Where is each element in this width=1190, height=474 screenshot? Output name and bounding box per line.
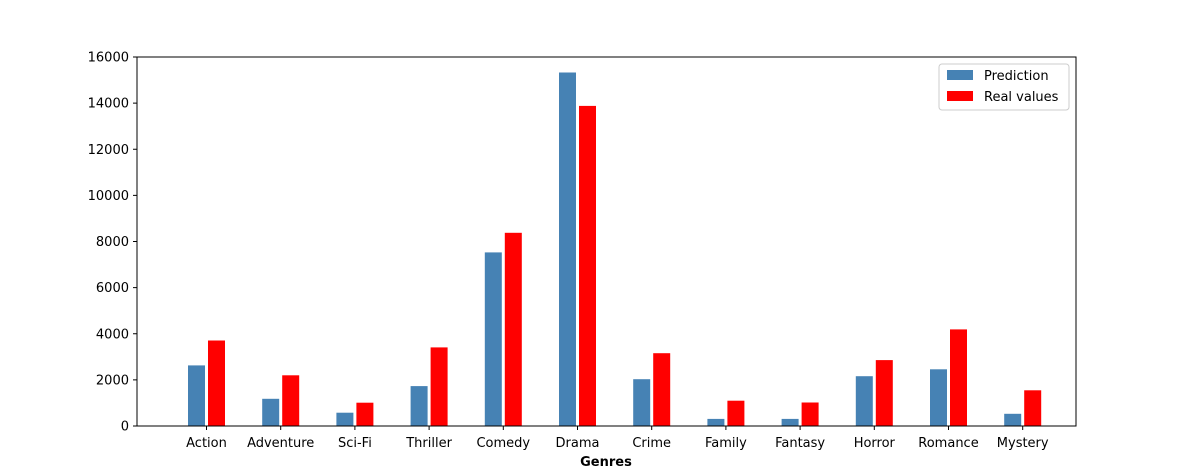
bar-real-values-comedy [503,231,523,427]
y-tick-label-2000: 2000 [96,373,129,388]
x-tick-label-drama: Drama [556,436,600,451]
bars-layer [187,71,1043,427]
x-tick-label-comedy: Comedy [476,436,530,451]
x-tick-label-romance: Romance [918,436,978,451]
bar-prediction-crime [632,378,652,427]
bar-real-values-horror [874,359,894,427]
bar-prediction-comedy [483,251,503,427]
y-axis: 0 2000 4000 6000 8000 10000 12000 14000 16000 [88,51,137,435]
x-axis: Action Adventure Sci-Fi Thriller Comedy Drama… [186,426,1049,451]
bar-prediction-adventure [261,397,281,427]
x-tick-label-fantasy: Fantasy [775,436,825,451]
legend-label-prediction: Prediction [984,69,1049,84]
bar-real-values-sci-fi [355,401,375,427]
x-tick-label-thriller: Thriller [405,436,452,451]
y-tick-label-10000: 10000 [88,189,129,204]
x-tick-label-sci-fi: Sci-Fi [338,436,372,451]
y-tick-label-0: 0 [121,420,129,435]
y-tick-label-4000: 4000 [96,327,129,342]
bar-prediction-thriller [409,385,429,427]
bar-prediction-action [187,364,206,427]
bar-real-values-fantasy [800,401,820,427]
bar-prediction-horror [854,375,874,427]
legend-swatch-prediction [947,70,973,80]
legend-label-real-values: Real values [984,90,1059,105]
bar-real-values-adventure [281,374,301,427]
legend-swatch-real-values [947,91,973,101]
bar-real-values-mystery [1023,389,1043,427]
y-tick-label-12000: 12000 [88,143,129,158]
bar-real-values-crime [652,352,672,427]
bar-prediction-sci-fi [335,411,355,427]
x-tick-label-family: Family [705,436,747,451]
bar-prediction-fantasy [780,417,800,427]
bar-prediction-mystery [1003,412,1023,427]
y-tick-label-14000: 14000 [88,97,129,112]
bar-real-values-romance [949,328,968,427]
bar-real-values-drama [578,104,597,427]
x-tick-label-adventure: Adventure [247,436,314,451]
bar-prediction-romance [929,368,948,427]
x-tick-label-crime: Crime [632,436,671,451]
bar-real-values-action [207,339,226,427]
x-tick-label-action: Action [186,436,227,451]
x-axis-title: Genres [580,455,632,470]
x-tick-label-horror: Horror [854,436,896,451]
x-tick-label-mystery: Mystery [997,436,1049,451]
y-tick-label-8000: 8000 [96,235,129,250]
bar-real-values-thriller [429,346,449,427]
y-tick-label-16000: 16000 [88,51,129,66]
y-tick-label-6000: 6000 [96,281,129,296]
bar-prediction-family [706,417,726,427]
bar-real-values-family [726,399,746,427]
legend: Prediction Real values [938,63,1070,111]
bar-prediction-drama [558,71,577,427]
